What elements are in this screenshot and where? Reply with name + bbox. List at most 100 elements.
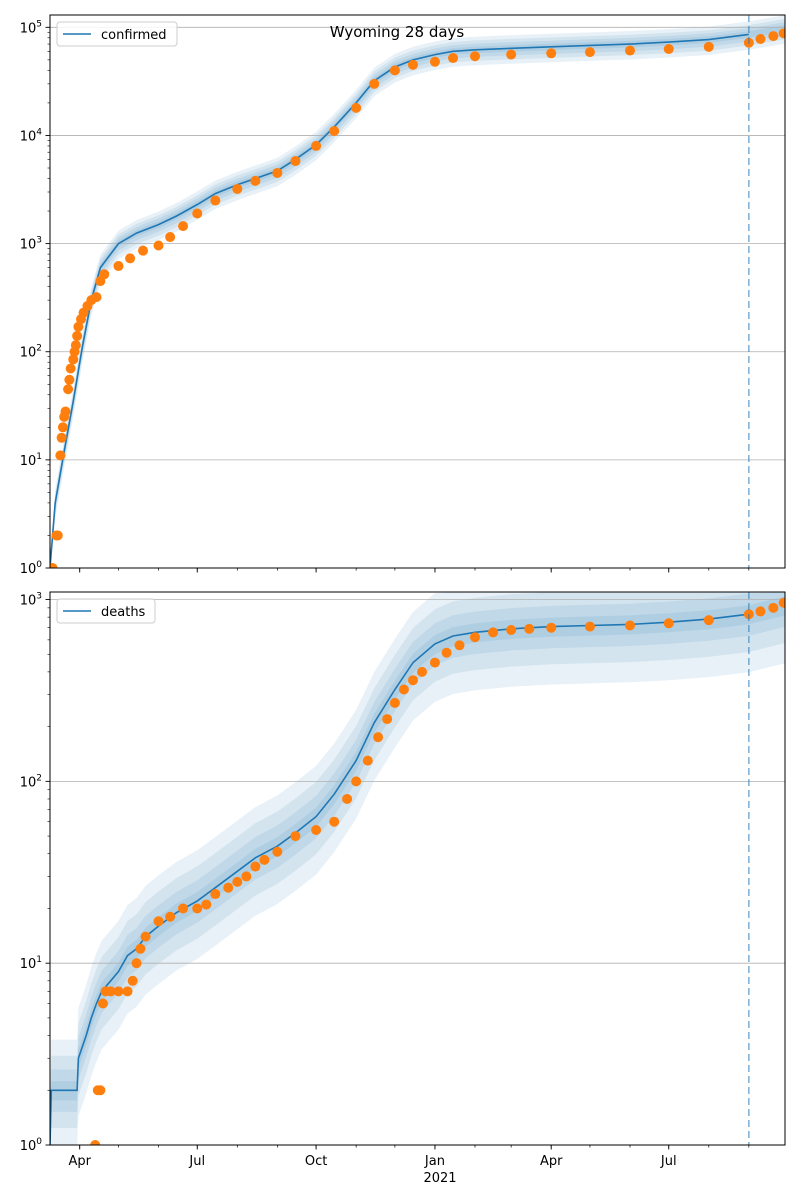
deaths-observed-point bbox=[165, 911, 176, 922]
deaths-observed-point bbox=[429, 657, 440, 668]
confirmed-panel: 100 101 102 103 104 105 confirmed Wyoming 28 … bbox=[20, 14, 786, 577]
deaths-observed-point bbox=[351, 776, 362, 787]
confirmed-observed-point bbox=[63, 384, 74, 395]
deaths-observed-point bbox=[398, 684, 409, 695]
deaths-observed-point bbox=[373, 732, 384, 743]
deaths-observed-point bbox=[241, 871, 252, 882]
confirmed-axes-frame bbox=[49, 14, 786, 569]
confirmed-observed-point bbox=[407, 59, 418, 70]
deaths-uncertainty-bands bbox=[50, 592, 785, 1145]
confirmed-y-tick-label: 101 bbox=[20, 452, 42, 469]
confirmed-y-tick-label: 103 bbox=[20, 236, 42, 253]
deaths-observed-point bbox=[417, 666, 428, 677]
deaths-x-axis: Apr Jul Oct Jan Apr Jul bbox=[68, 1145, 750, 1169]
deaths-observed-point bbox=[95, 1085, 106, 1096]
deaths-observed-point bbox=[663, 618, 674, 629]
deaths-observed-point bbox=[232, 876, 243, 887]
deaths-observed-point bbox=[407, 675, 418, 686]
deaths-y-tick-label: 100 bbox=[20, 1137, 43, 1154]
deaths-observed-point bbox=[488, 627, 499, 638]
deaths-band-3 bbox=[50, 592, 785, 1145]
confirmed-observed-point bbox=[448, 53, 459, 64]
deaths-observed-point bbox=[778, 597, 785, 608]
confirmed-observed-point bbox=[250, 175, 261, 186]
confirmed-observed-point bbox=[73, 321, 84, 332]
deaths-x-tick-label: Jul bbox=[188, 1154, 205, 1169]
deaths-panel: Apr Jul Oct Jan Apr Jul 100 101 102 103 deaths 2… bbox=[20, 591, 786, 1186]
deaths-observed-point bbox=[506, 624, 517, 635]
confirmed-observed-point bbox=[72, 330, 83, 341]
confirmed-observed-point bbox=[703, 41, 714, 52]
deaths-observed-point bbox=[469, 632, 480, 643]
deaths-observed-point bbox=[624, 620, 635, 631]
deaths-observed-point bbox=[584, 621, 595, 632]
deaths-observed-point bbox=[768, 602, 779, 613]
confirmed-observed-points bbox=[50, 28, 785, 568]
deaths-observed-point bbox=[259, 854, 270, 865]
confirmed-observed-point bbox=[778, 28, 785, 39]
confirmed-observed-point bbox=[329, 125, 340, 136]
confirmed-observed-point bbox=[60, 406, 71, 417]
confirmed-observed-point bbox=[369, 78, 380, 89]
deaths-observed-point bbox=[122, 986, 133, 997]
confirmed-y-tick-label: 100 bbox=[20, 560, 43, 577]
confirmed-observed-point bbox=[469, 51, 480, 62]
deaths-observed-point bbox=[223, 882, 234, 893]
confirmed-observed-point bbox=[584, 47, 595, 58]
deaths-observed-point bbox=[135, 943, 146, 954]
confirmed-observed-point bbox=[65, 363, 76, 374]
deaths-observed-points bbox=[90, 597, 785, 1145]
confirmed-observed-point bbox=[755, 33, 766, 44]
confirmed-observed-point bbox=[52, 530, 63, 541]
deaths-observed-point bbox=[311, 825, 322, 836]
deaths-observed-point bbox=[90, 1140, 101, 1145]
confirmed-y-axis: 100 101 102 103 104 105 bbox=[20, 19, 50, 577]
deaths-x-tick-label: Oct bbox=[305, 1154, 327, 1169]
deaths-y-tick-label: 103 bbox=[20, 592, 42, 609]
confirmed-observed-point bbox=[192, 208, 203, 219]
deaths-legend-box bbox=[56, 598, 156, 624]
confirmed-legend-label: confirmed bbox=[101, 28, 167, 43]
confirmed-observed-point bbox=[125, 253, 136, 264]
confirmed-observed-point bbox=[91, 292, 102, 303]
confirmed-observed-point bbox=[272, 167, 283, 178]
deaths-observed-point bbox=[454, 640, 465, 651]
deaths-observed-point bbox=[140, 931, 151, 942]
confirmed-observed-point bbox=[55, 450, 66, 461]
confirmed-observed-point bbox=[663, 44, 674, 55]
confirmed-observed-point bbox=[165, 232, 176, 243]
confirmed-observed-point bbox=[290, 156, 301, 167]
deaths-observed-point bbox=[131, 958, 142, 969]
confirmed-observed-point bbox=[99, 269, 110, 280]
confirmed-observed-point bbox=[64, 374, 75, 385]
deaths-observed-point bbox=[153, 916, 164, 927]
confirmed-observed-point bbox=[546, 48, 557, 59]
deaths-observed-point bbox=[272, 846, 283, 857]
deaths-x-tick-label: Jan bbox=[424, 1154, 445, 1169]
deaths-observed-point bbox=[290, 831, 301, 842]
deaths-y-tick-label: 101 bbox=[20, 955, 42, 972]
deaths-observed-point bbox=[201, 899, 212, 910]
deaths-axes-frame bbox=[49, 591, 786, 1146]
chart-title: Wyoming 28 days bbox=[330, 23, 465, 41]
deaths-observed-point bbox=[342, 793, 353, 804]
confirmed-legend-box bbox=[56, 21, 178, 47]
confirmed-observed-point bbox=[70, 340, 81, 351]
confirmed-observed-point bbox=[138, 245, 149, 256]
deaths-observed-point bbox=[113, 986, 124, 997]
deaths-observed-point bbox=[546, 622, 557, 633]
deaths-observed-point bbox=[97, 998, 108, 1009]
confirmed-observed-point bbox=[113, 261, 124, 272]
confirmed-legend: confirmed bbox=[56, 21, 178, 47]
deaths-observed-point bbox=[382, 714, 393, 725]
confirmed-observed-point bbox=[232, 183, 243, 194]
confirmed-observed-point bbox=[624, 45, 635, 56]
deaths-observed-point bbox=[524, 623, 535, 634]
confirmed-y-tick-label: 105 bbox=[20, 19, 42, 36]
confirmed-observed-point bbox=[50, 563, 58, 568]
confirmed-observed-point bbox=[429, 56, 440, 67]
deaths-y-axis: 100 101 102 103 bbox=[20, 592, 50, 1154]
deaths-observed-point bbox=[362, 755, 373, 766]
deaths-observed-point bbox=[329, 816, 340, 827]
